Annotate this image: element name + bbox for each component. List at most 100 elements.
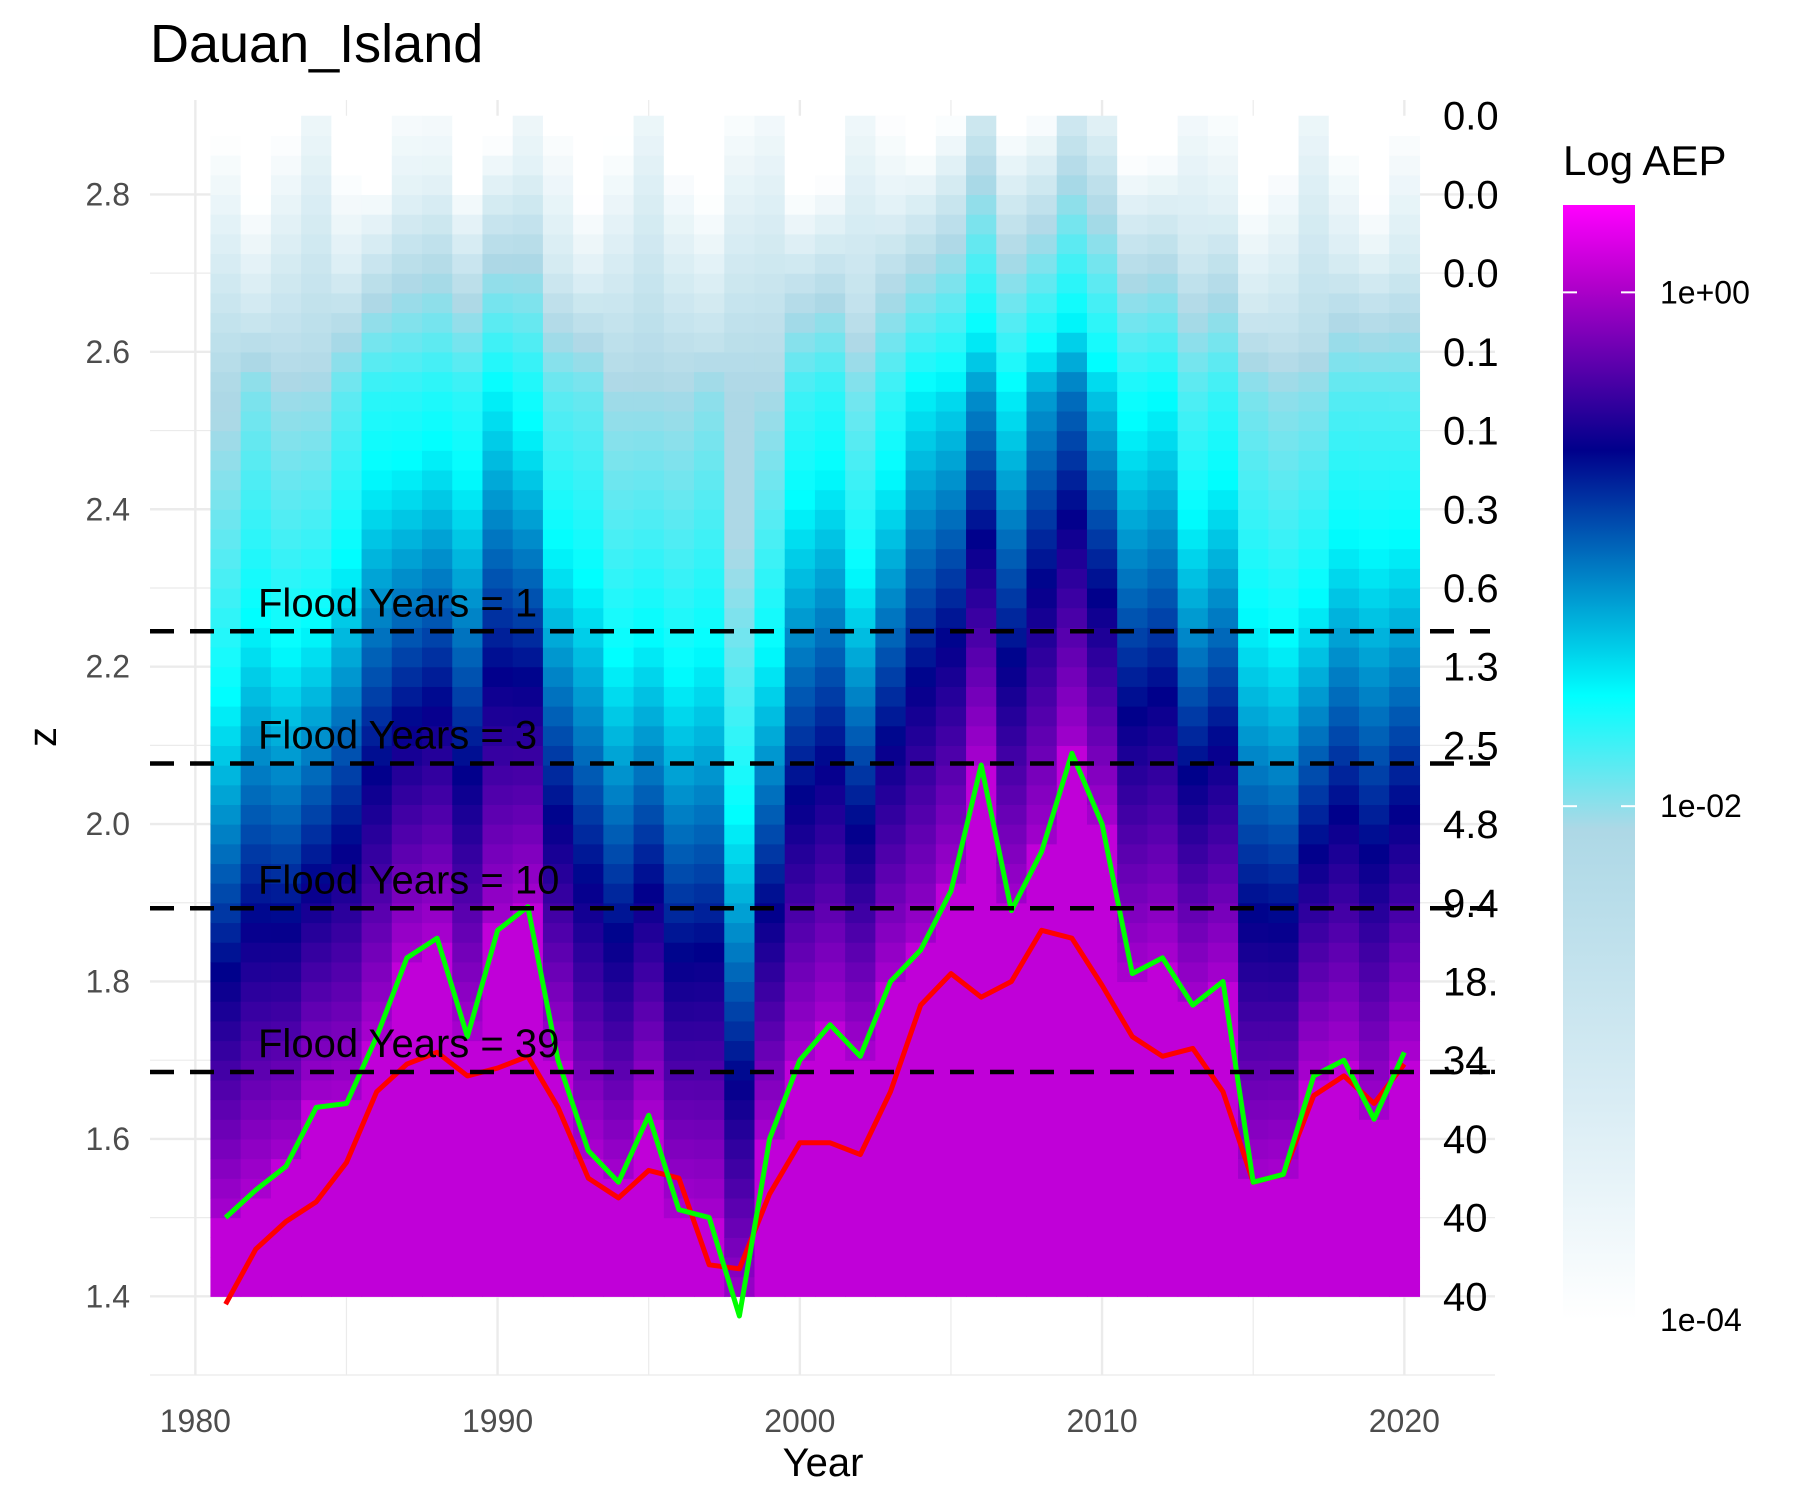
heatmap-cell bbox=[270, 646, 302, 668]
heatmap-cell bbox=[1056, 1217, 1088, 1238]
heatmap-cell bbox=[391, 332, 423, 353]
heatmap-cell bbox=[361, 922, 393, 943]
heatmap-cell bbox=[452, 863, 484, 884]
heatmap-cell bbox=[391, 194, 423, 215]
heatmap-cell bbox=[361, 863, 393, 884]
heatmap-cell bbox=[240, 765, 272, 786]
heatmap-cell bbox=[694, 509, 725, 530]
heatmap-cell bbox=[875, 1158, 907, 1179]
heatmap-cell bbox=[603, 1237, 635, 1258]
heatmap-cell bbox=[1177, 312, 1209, 333]
heatmap-cell bbox=[1056, 568, 1088, 589]
heatmap-cell bbox=[694, 765, 725, 786]
heatmap-cell bbox=[482, 292, 514, 314]
series-line-1 bbox=[223, 750, 1407, 1319]
heatmap-cell bbox=[784, 686, 816, 707]
heatmap-cell bbox=[1298, 706, 1330, 727]
heatmap-cell bbox=[542, 351, 574, 373]
heatmap-cell bbox=[845, 706, 876, 727]
heatmap-cell bbox=[542, 509, 574, 530]
heatmap-cell bbox=[573, 233, 604, 255]
heatmap-cell bbox=[966, 824, 997, 845]
heatmap-cell bbox=[603, 981, 635, 1002]
heatmap-cell bbox=[452, 253, 484, 274]
heatmap-cell bbox=[1328, 528, 1360, 550]
heatmap-cell bbox=[996, 233, 1028, 255]
heatmap-cell bbox=[1207, 961, 1239, 983]
heatmap-cell bbox=[633, 587, 665, 609]
heatmap-cell bbox=[1177, 1158, 1209, 1179]
heatmap-cell bbox=[845, 666, 876, 687]
heatmap-cell bbox=[270, 883, 302, 904]
heatmap-cell bbox=[875, 863, 907, 884]
heatmap-cell bbox=[1238, 961, 1269, 983]
heatmap-cell bbox=[724, 312, 756, 333]
heatmap-cell bbox=[1389, 351, 1421, 373]
heatmap-cell bbox=[512, 1237, 544, 1258]
heatmap-cell bbox=[1328, 135, 1360, 156]
heatmap-cell bbox=[663, 745, 695, 766]
heatmap-cell bbox=[1177, 863, 1209, 884]
heatmap-cell bbox=[1086, 1060, 1118, 1081]
heatmap-cell bbox=[391, 155, 423, 176]
heatmap-cell bbox=[270, 174, 302, 196]
heatmap-cell bbox=[633, 371, 665, 392]
heatmap-cell bbox=[1147, 1119, 1179, 1140]
heatmap-cell bbox=[1238, 666, 1269, 687]
heatmap-cell bbox=[1389, 135, 1421, 156]
heatmap-cell bbox=[905, 1138, 937, 1160]
heatmap-cell bbox=[301, 1217, 332, 1238]
heatmap-cell bbox=[512, 312, 544, 333]
heatmap-cell bbox=[512, 489, 544, 510]
heatmap-cell bbox=[603, 155, 635, 176]
heatmap-cell bbox=[875, 804, 907, 825]
heatmap-cell bbox=[1056, 194, 1088, 215]
heatmap-cell bbox=[1238, 824, 1269, 845]
heatmap-cell bbox=[452, 843, 484, 865]
heatmap-cell bbox=[724, 1099, 756, 1120]
heatmap-cell bbox=[270, 194, 302, 215]
heatmap-cell bbox=[1117, 568, 1149, 589]
heatmap-cell bbox=[391, 607, 423, 628]
heatmap-cell bbox=[966, 1020, 997, 1042]
heatmap-cell bbox=[633, 883, 665, 904]
heatmap-cell bbox=[1268, 135, 1300, 156]
heatmap-cell bbox=[1177, 1217, 1209, 1238]
heatmap-cell bbox=[935, 1276, 967, 1297]
heatmap-cell bbox=[966, 902, 997, 924]
heatmap-cell bbox=[270, 981, 302, 1002]
heatmap-cell bbox=[935, 981, 967, 1002]
heatmap-cell bbox=[1117, 351, 1149, 373]
heatmap-cell bbox=[331, 863, 363, 884]
heatmap-cell bbox=[875, 784, 907, 805]
heatmap-cell bbox=[573, 351, 604, 373]
heatmap-cell bbox=[603, 706, 635, 727]
heatmap-cell bbox=[966, 469, 997, 491]
heatmap-cell bbox=[1358, 1256, 1390, 1278]
heatmap-cell bbox=[1358, 725, 1390, 746]
heatmap-cell bbox=[1117, 883, 1149, 904]
heatmap-cell bbox=[1056, 981, 1088, 1002]
heatmap-cell bbox=[784, 135, 816, 156]
heatmap-cell bbox=[391, 666, 423, 687]
heatmap-cell bbox=[1328, 1237, 1360, 1258]
heatmap-cell bbox=[784, 1020, 816, 1042]
heatmap-cell bbox=[301, 942, 332, 963]
heatmap-cell bbox=[875, 410, 907, 432]
heatmap-cell bbox=[663, 469, 695, 491]
heatmap-cell bbox=[1086, 155, 1118, 176]
heatmap-cell bbox=[1117, 391, 1149, 412]
heatmap-cell bbox=[361, 725, 393, 746]
heatmap-cell bbox=[1268, 548, 1300, 569]
heatmap-cell bbox=[1177, 214, 1209, 235]
heatmap-cell bbox=[935, 784, 967, 805]
heatmap-cell bbox=[905, 666, 937, 687]
heatmap-cell bbox=[452, 135, 484, 156]
heatmap-cell bbox=[422, 784, 453, 805]
heatmap-cell bbox=[422, 292, 453, 314]
heatmap-cell bbox=[1086, 587, 1118, 609]
heatmap-cell bbox=[845, 489, 876, 510]
heatmap-cell bbox=[422, 568, 453, 589]
heatmap-cell bbox=[452, 607, 484, 628]
